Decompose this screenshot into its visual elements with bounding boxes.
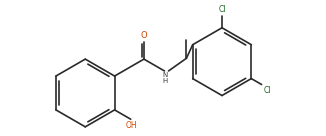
Text: Cl: Cl bbox=[218, 5, 226, 14]
Text: Cl: Cl bbox=[263, 86, 271, 95]
Text: N
H: N H bbox=[162, 72, 168, 84]
Text: OH: OH bbox=[126, 121, 137, 130]
Text: O: O bbox=[141, 32, 147, 41]
